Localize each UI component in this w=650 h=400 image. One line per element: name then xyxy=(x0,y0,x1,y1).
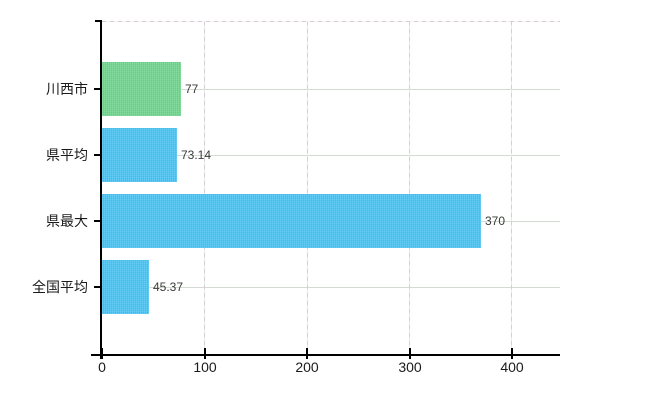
bar-value-label: 370 xyxy=(485,214,506,228)
y-axis-tick xyxy=(94,220,101,222)
plot-top-border xyxy=(102,21,560,22)
bar-value-label: 73.14 xyxy=(181,148,212,162)
y-axis-tick xyxy=(94,286,101,288)
bar-value-label: 77 xyxy=(185,82,199,96)
category-label: 全国平均 xyxy=(32,279,88,295)
x-tick-label: 300 xyxy=(398,359,422,375)
y-axis-tick xyxy=(94,88,101,90)
bar xyxy=(102,62,181,116)
category-label: 県最大 xyxy=(46,213,88,229)
x-axis-tick xyxy=(204,348,206,359)
bar xyxy=(102,128,177,182)
x-axis-tick xyxy=(306,348,308,359)
x-axis-tick xyxy=(101,348,103,359)
y-axis-tick xyxy=(94,154,101,156)
h-gridline xyxy=(102,287,560,288)
bar xyxy=(102,260,149,314)
category-label: 川西市 xyxy=(46,81,88,97)
bar xyxy=(102,194,481,248)
y-axis-top-tick xyxy=(95,20,102,22)
v-gridline xyxy=(409,21,410,354)
x-axis-tick xyxy=(409,348,411,359)
v-gridline xyxy=(307,21,308,354)
x-tick-label: 400 xyxy=(500,359,524,375)
x-axis-tick xyxy=(511,348,513,359)
x-tick-label: 0 xyxy=(98,359,106,375)
h-gridline xyxy=(102,89,560,90)
v-gridline xyxy=(511,21,512,354)
y-axis-line xyxy=(100,21,102,359)
h-gridline xyxy=(102,155,560,156)
category-label: 県平均 xyxy=(46,147,88,163)
x-tick-label: 100 xyxy=(193,359,217,375)
v-gridline xyxy=(204,21,205,354)
x-axis-line xyxy=(91,354,560,356)
x-tick-label: 200 xyxy=(295,359,319,375)
bar-value-label: 45.37 xyxy=(153,280,184,294)
